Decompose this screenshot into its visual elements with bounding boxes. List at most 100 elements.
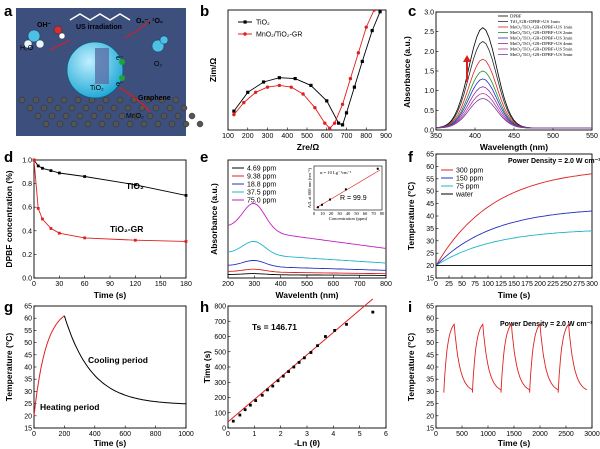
graphene-atom: [172, 96, 180, 104]
panel-e-series-line: [227, 241, 387, 264]
panel-b-xtick-label: 300: [262, 133, 274, 140]
graphene-atom: [76, 112, 84, 120]
panel-c-ytick-label: 0.5: [424, 108, 434, 115]
panel-e-series-line: [227, 273, 386, 276]
panel-i-ytick-label: 65: [426, 304, 434, 311]
panel-b-point: [360, 59, 364, 64]
panel-f-series-line: [435, 210, 593, 266]
panel-g-ytick-label: 15: [24, 426, 32, 433]
panel-i-ytick-label: 25: [426, 401, 434, 408]
panel-e-label: e: [200, 149, 208, 166]
graphene-atom: [84, 120, 92, 128]
panel-a-label: a: [4, 3, 13, 20]
graphene-atom: [60, 96, 68, 104]
inset-xtick-label: 30: [337, 211, 342, 216]
panel-g-ytick-label: 25: [24, 401, 32, 408]
panel-e-series-line: [227, 268, 386, 275]
panel-b-point: [356, 51, 361, 55]
panel-h-point: [297, 361, 301, 364]
panel-d-point: [57, 231, 61, 235]
panel-h-point: [260, 393, 264, 397]
panel-d-series-line: [33, 159, 187, 242]
inset-point: [376, 167, 379, 170]
graphene-atom: [116, 96, 124, 104]
panel-e-xtick-label: 400: [275, 281, 287, 288]
panel-f: f 0 25 50 75 100 125 150 175 200 225 250 275 300 15 20 2…: [406, 149, 600, 300]
panel-b-point: [325, 99, 329, 103]
panel-h-xtick-label: 6: [384, 431, 388, 438]
graphene-atom: [168, 120, 176, 128]
graphene-atom: [174, 112, 182, 120]
molecule-sphere: [23, 39, 33, 49]
graphene-atom: [152, 104, 160, 112]
panel-c-series-line: [435, 98, 592, 129]
panel-e-ylabel: Absorbance (a.u.): [209, 183, 219, 255]
panel-i-ytick-label: 50: [426, 340, 434, 347]
panel-f-legend-label: water: [455, 192, 474, 199]
panel-c-legend-label: MnO₂/TiO₂-GR+DPBF+US 5min: [510, 47, 573, 52]
panel-g-cooling-line: [63, 315, 187, 405]
panel-h: h 0 1 2 3 4 5 6 0 100 200 300 400 500 600 700 800 Time (s…: [200, 298, 388, 448]
panel-h-point: [231, 419, 235, 423]
panel-f-xlabel: Time (s): [498, 290, 531, 300]
electron-label: e⁻: [116, 81, 124, 88]
panel-d-point: [36, 164, 40, 168]
inset-xtick-label: 80: [380, 211, 385, 216]
panel-f-xtick-label: 175: [521, 281, 533, 288]
o2-label: O₂: [154, 61, 162, 68]
panel-f-xtick-label: 75: [471, 281, 479, 288]
panel-b-point: [370, 28, 374, 33]
panel-c: c 350 400 450 500 550 0.0 0.5 1.0 1.5 2.0 2.5 3.0 Abs…: [402, 3, 598, 152]
panel-c-legend-label: DPBF: [510, 14, 522, 19]
panel-h-ytick-label: 400: [214, 365, 226, 372]
electron-dot-icon: [119, 75, 125, 81]
panel-g-heating-label: Heating period: [40, 402, 100, 412]
panel-b-point: [253, 90, 258, 94]
graphene-atom: [18, 96, 26, 104]
panel-d-xtick-label: 0: [32, 281, 36, 288]
graphene-atom: [54, 104, 62, 112]
panel-f-ytick-label: 20: [426, 263, 434, 270]
inset-point: [328, 198, 331, 201]
panel-d-ytick-label: 0.0: [22, 276, 32, 283]
panel-c-legend-label: MnO₂/TiO₂-GR+DPBF+US 5min: [510, 52, 573, 57]
graphene-atom: [96, 104, 104, 112]
inset-xtick-label: 40: [346, 211, 351, 216]
graphene-atom: [26, 104, 34, 112]
molecule-sphere: [27, 29, 41, 43]
panel-h-point: [287, 370, 290, 373]
panel-c-xtick-label: 350: [430, 133, 442, 140]
panel-b-point: [246, 90, 250, 94]
panel-c-xlabel: Wavelength (nm): [480, 142, 548, 152]
panel-h-point: [302, 356, 306, 360]
graphene-atom: [188, 112, 196, 120]
panel-b-point: [232, 109, 236, 113]
graphene-atom: [48, 112, 56, 120]
panel-b-point: [332, 121, 337, 125]
graphene-atom: [102, 96, 110, 104]
panel-d-point: [41, 217, 44, 221]
panel-h-xtick-label: 4: [331, 431, 335, 438]
panel-f-xtick-label: 225: [547, 281, 559, 288]
panel-b-point: [309, 83, 313, 88]
inset-xtick-label: 20: [329, 211, 334, 216]
panel-e-xtick-label: 800: [380, 281, 392, 288]
panel-i-ytick-label: 55: [426, 328, 434, 335]
band-gap-bar: [95, 48, 109, 84]
panel-f-series-line: [435, 230, 593, 266]
panel-i-series-line: [443, 323, 588, 393]
inset-fit-line: [315, 169, 381, 209]
molecule-sphere: [151, 39, 165, 53]
panel-g-ytick-label: 35: [24, 377, 32, 384]
panel-i-ytick-label: 15: [426, 426, 434, 433]
panel-c-xtick-label: 550: [586, 133, 598, 140]
inset-point: [316, 206, 319, 209]
panel-i-ytick-label: 20: [426, 413, 434, 420]
panel-f-xtick-label: 250: [560, 281, 572, 288]
panel-b-xtick-label: 600: [321, 133, 333, 140]
inset-xlabel: Concentration (ppm): [329, 216, 368, 221]
decrease-arrowhead-icon: [463, 55, 471, 62]
panel-g-ytick-label: 40: [24, 365, 32, 372]
